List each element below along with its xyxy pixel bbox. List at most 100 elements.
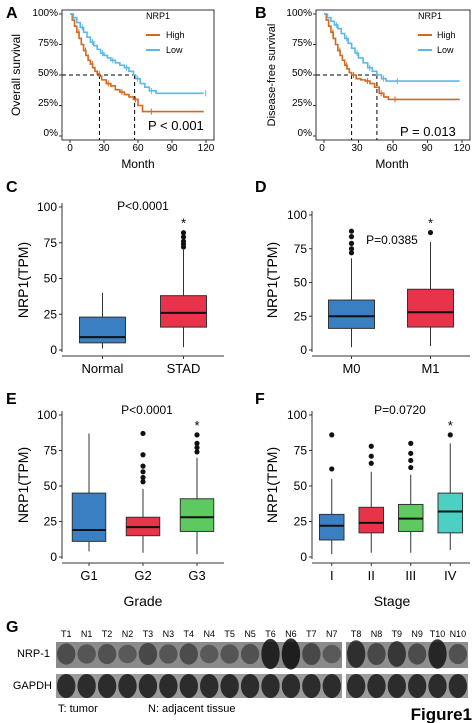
panel-a-legend: NRP1 High Low [146,11,185,55]
panel-c-ytick-label: 50 [44,272,58,286]
panel-f-outlier [329,466,335,472]
blot-lane-label: N9 [411,629,423,639]
panel-e-category-label: G1 [80,568,97,583]
panel-c-boxplot: NRP1(TPM) P<0.0001 0 25 50 75 100 Normal * STAD [15,199,224,376]
panel-d-category-label: M0 [342,361,360,376]
panel-d-box-m0 [328,299,375,329]
panel-e-ytick-label: 25 [44,515,58,529]
panel-b-ytick: 25% [292,98,312,109]
panel-f-outlier [368,460,374,466]
panel-e-outlier [194,449,200,455]
panel-d-outlier [348,240,355,246]
panel-e-xlabel: Grade [124,593,163,609]
panel-c-ytick-label: 25 [44,307,58,321]
panel-g-letter: G [6,619,18,636]
panel-e-box-g1 [71,492,107,542]
panel-e-outlier [140,469,146,475]
panel-a-yticks: 100% 75% 50% 25% 0% [32,8,58,139]
panel-b-xtick: 120 [454,143,471,154]
panel-a-xtick: 30 [98,143,110,154]
panel-b-pvalue: P = 0.013 [400,124,456,139]
blot-band-nrp1 [138,642,158,666]
panel-a-xlabel: Month [121,157,154,171]
panel-d-box-m1 [407,288,454,328]
panel-e-outlier [140,452,146,458]
panel-d-ylabel: NRP1(TPM) [264,242,280,318]
blot-lane-label: N3 [163,629,175,639]
panel-f-outlier [408,464,414,471]
panel-f-ytick-label: 0 [300,550,307,564]
panel-c-ylabel: NRP1(TPM) [15,242,31,318]
panel-b-xlabel: Month [375,157,408,171]
panel-a-series-low [70,13,204,95]
blot-lane-label: T5 [224,629,235,639]
blot-band-nrp1 [77,644,96,664]
blot-row-label-gapdh: GAPDH [13,680,52,692]
panel-f-outlier [408,457,414,464]
panel-c-box-normal [79,316,126,344]
blot-band-nrp1 [200,644,219,664]
panel-b-ytick: 50% [292,68,312,79]
blot-lane-label: T6 [265,629,276,639]
panel-f-pvalue: P=0.0720 [374,403,426,417]
panel-f-outlier [447,432,453,438]
panel-e-outlier [194,440,200,446]
panel-c-outlier [180,234,187,240]
panel-e-outlier [140,463,146,469]
panel-f-ytick-label: 100 [287,408,307,422]
panel-d-ytick-label: 25 [294,309,308,323]
panel-b-xtick: 0 [319,143,325,154]
panel-c-ytick-label: 100 [37,200,57,214]
blot-band-nrp1 [387,641,406,667]
panel-f-ylabel: NRP1(TPM) [264,447,280,523]
panel-d-ytick-label: 50 [294,276,308,290]
panel-a-ytick: 0% [44,128,59,139]
panel-b-legend: NRP1 High Low [418,11,456,55]
panel-d-ytick-label: 0 [300,343,307,357]
panel-f-xlabel: Stage [374,593,411,609]
blot-lane-label: T9 [392,629,403,639]
blot-band-gapdh [240,673,260,699]
blot-band-gapdh [322,673,341,699]
panel-f-ytick-label: 50 [294,479,308,493]
figure-label: Figure1 [411,705,472,723]
blot-band-nrp1 [448,643,467,665]
blot-lane-label: T10 [430,629,446,639]
panel-c-ytick-label: 0 [50,343,57,357]
blot-legend-tumor: T: tumor [58,703,98,715]
panel-f-outlier [368,453,374,459]
blot-band-nrp1 [347,640,366,668]
blot-band-gapdh [159,673,178,699]
blot-row-label-nrp1: NRP-1 [17,648,50,660]
blot-lane-label: N10 [450,629,467,639]
panel-g-western-blot: G NRP-1 GAPDH T: tumor N: adjacent tissu… [6,619,472,723]
blot-band-nrp1 [179,643,198,665]
panel-e-ylabel: NRP1(TPM) [15,447,31,523]
blot-legend-adjacent: N: adjacent tissue [148,703,235,715]
panel-a-letter: A [6,5,18,22]
panel-f-category-label: I [330,568,334,583]
blot-band-gapdh [428,673,447,699]
panel-d-category-label: M1 [421,361,439,376]
panel-e-box-g3 [179,498,215,532]
panel-a-legend-high-label: High [166,30,185,40]
blot-lane-label: N8 [371,629,383,639]
blot-lane-label: N4 [203,629,215,639]
panel-b-xticks: 0 30 60 90 120 [319,143,471,154]
panel-e-pvalue: P<0.0001 [121,403,173,417]
blot-band-gapdh [220,673,239,699]
panel-e-outlier [140,479,146,485]
panel-f-category-label: III [405,568,416,583]
blot-lane-label: N7 [326,629,338,639]
blot-band-nrp1 [240,643,260,665]
panel-e-category-label: G2 [134,568,151,583]
panel-b-legend-low-label: Low [437,45,454,55]
blot-lane-label: N5 [244,629,256,639]
panel-b-km-plot: B Disease-free survival 100% 75% 50% 25%… [255,5,471,171]
blot-band-nrp1 [302,642,321,666]
panel-b-ylabel: Disease-free survival [266,24,278,127]
panel-a-ytick: 100% [32,8,58,19]
panel-d-letter: D [255,179,267,196]
